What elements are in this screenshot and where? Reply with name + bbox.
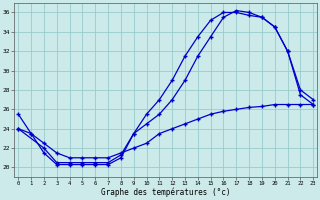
X-axis label: Graphe des températures (°c): Graphe des températures (°c) xyxy=(101,188,230,197)
